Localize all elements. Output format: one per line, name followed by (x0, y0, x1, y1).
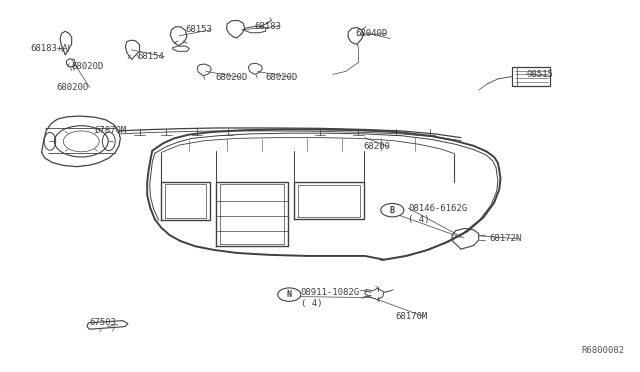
Text: 08146-6162G: 08146-6162G (408, 204, 467, 213)
Text: 08911-1082G: 08911-1082G (301, 288, 360, 297)
Text: ( 4): ( 4) (408, 215, 430, 224)
Text: 68170M: 68170M (396, 312, 428, 321)
Text: 68020D: 68020D (266, 73, 298, 82)
Text: ( 4): ( 4) (301, 299, 323, 308)
Text: 68020D: 68020D (215, 73, 247, 82)
Text: R6800082: R6800082 (581, 346, 624, 355)
Text: 68183+A: 68183+A (31, 44, 68, 53)
Text: 68172N: 68172N (489, 234, 521, 243)
Text: 67870M: 67870M (95, 126, 127, 135)
Text: 68020O: 68020O (56, 83, 88, 92)
Circle shape (278, 288, 301, 301)
Text: 68154: 68154 (138, 52, 164, 61)
Text: B: B (390, 206, 395, 215)
Text: 68183: 68183 (255, 22, 282, 31)
Text: N: N (287, 290, 292, 299)
Text: 68200: 68200 (364, 142, 390, 151)
Text: 68020D: 68020D (72, 62, 104, 71)
Text: 98515: 98515 (526, 70, 553, 79)
Text: 68040D: 68040D (355, 29, 387, 38)
Text: 67503: 67503 (90, 318, 116, 327)
Text: 68153: 68153 (186, 25, 212, 34)
Circle shape (381, 203, 404, 217)
